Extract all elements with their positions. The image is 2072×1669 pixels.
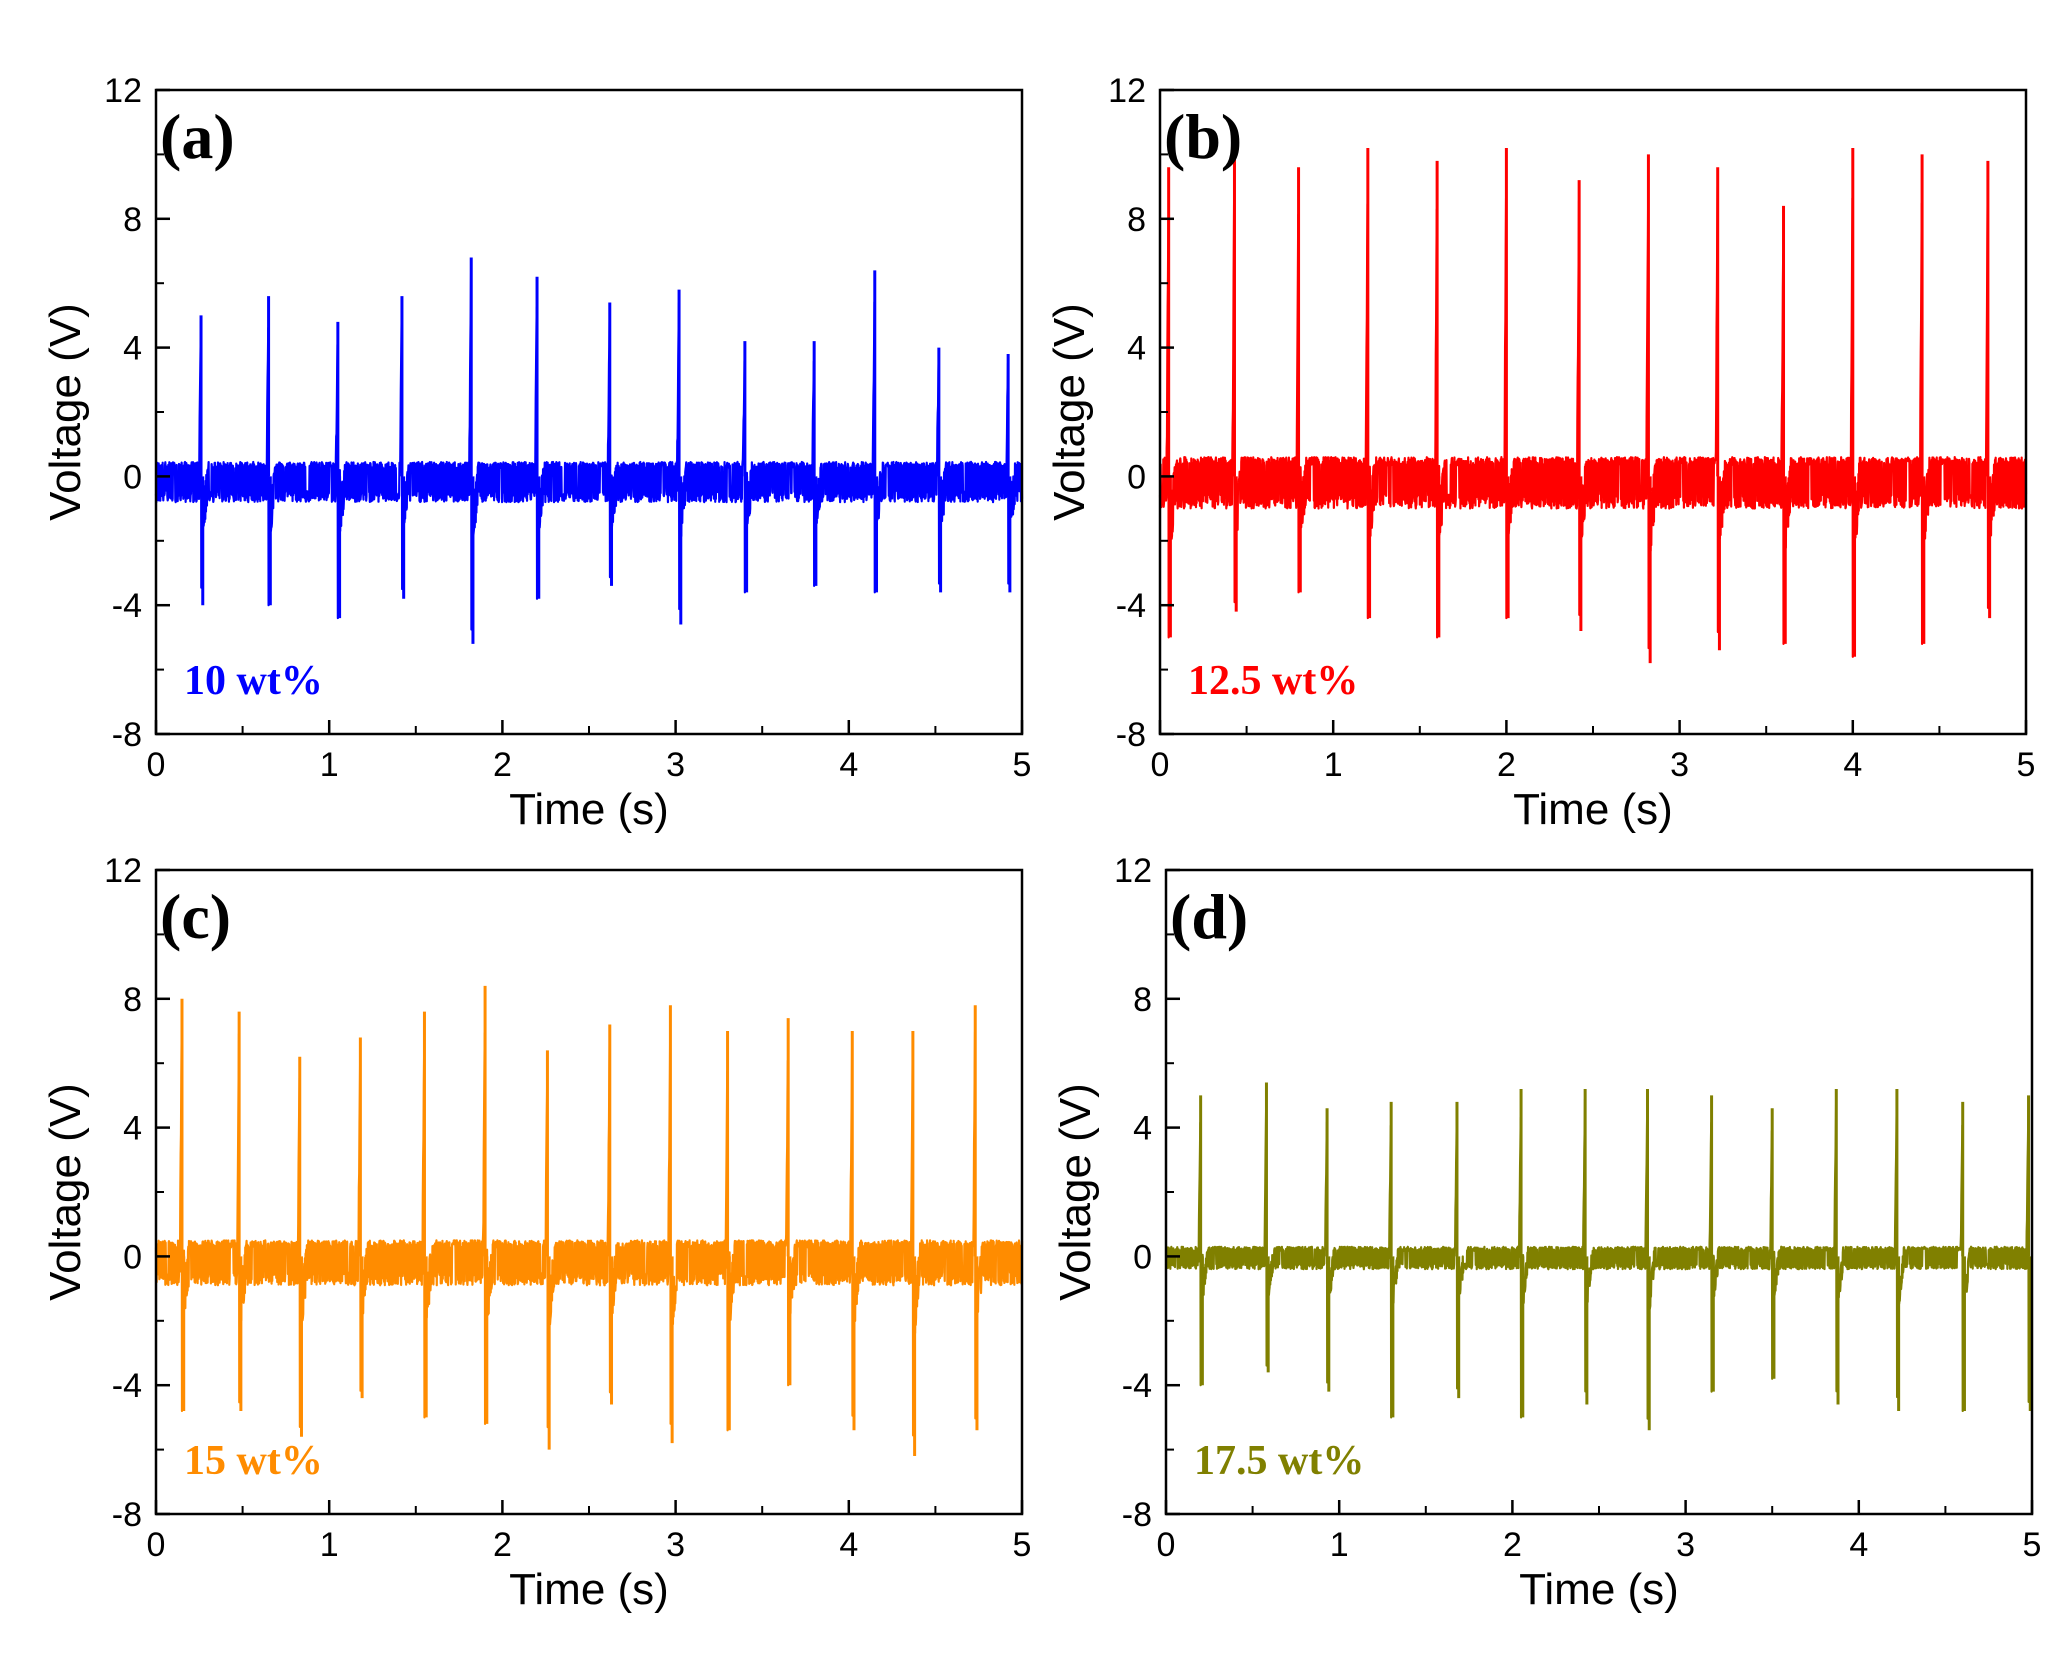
y-tick-label: -4 [1122, 1367, 1152, 1405]
y-tick-label: 0 [123, 1238, 142, 1276]
x-tick-label: 0 [147, 1526, 166, 1564]
x-tick-label: 2 [493, 1526, 512, 1564]
x-tick-label: 1 [1324, 746, 1343, 784]
y-tick-label: 4 [123, 330, 142, 368]
x-tick-label: 3 [1670, 746, 1689, 784]
x-tick-label: 5 [1013, 1526, 1032, 1564]
x-tick-label: 5 [2017, 746, 2036, 784]
panel-label: (b) [1164, 101, 1242, 172]
y-tick-label: -8 [112, 716, 142, 754]
y-tick-label: 12 [104, 72, 142, 110]
x-tick-label: 0 [1157, 1526, 1176, 1564]
x-tick-label: 5 [2023, 1526, 2042, 1564]
y-tick-label: -8 [1116, 716, 1146, 754]
y-axis-title: Voltage (V) [1045, 303, 1094, 521]
x-axis-title: Time (s) [509, 785, 669, 834]
series-line [1164, 1098, 2033, 1420]
series-label: 10 wt% [184, 658, 323, 704]
y-tick-label: -4 [112, 587, 142, 625]
x-axis-title: Time (s) [1519, 1565, 1679, 1614]
y-tick-label: 4 [123, 1110, 142, 1148]
x-tick-label: 2 [1497, 746, 1516, 784]
x-tick-label: 0 [1151, 746, 1170, 784]
x-tick-label: 4 [1843, 746, 1862, 784]
x-tick-label: 1 [320, 746, 339, 784]
x-axis-title: Time (s) [1513, 785, 1673, 834]
x-tick-label: 3 [666, 1526, 685, 1564]
y-axis-title: Voltage (V) [41, 1083, 90, 1301]
y-tick-label: -8 [112, 1496, 142, 1534]
x-tick-label: 4 [839, 746, 858, 784]
y-tick-label: 8 [123, 201, 142, 239]
x-tick-label: 4 [1849, 1526, 1868, 1564]
y-tick-label: 4 [1127, 330, 1146, 368]
y-tick-label: 0 [123, 458, 142, 496]
y-tick-label: -4 [1116, 587, 1146, 625]
y-tick-label: 0 [1127, 458, 1146, 496]
series-line [1158, 175, 2028, 658]
x-tick-label: 5 [1013, 746, 1032, 784]
y-tick-label: 0 [1133, 1238, 1152, 1276]
panel-label: (d) [1170, 881, 1248, 952]
y-tick-label: -8 [1122, 1496, 1152, 1534]
y-tick-label: 12 [104, 852, 142, 890]
y-tick-label: 4 [1133, 1110, 1152, 1148]
y-tick-label: -4 [112, 1367, 142, 1405]
x-tick-label: 2 [1503, 1526, 1522, 1564]
y-tick-label: 8 [1127, 201, 1146, 239]
y-axis-title: Voltage (V) [41, 303, 90, 521]
x-tick-label: 4 [839, 1526, 858, 1564]
y-axis-title: Voltage (V) [1051, 1083, 1100, 1301]
x-tick-label: 1 [320, 1526, 339, 1564]
x-tick-label: 3 [1676, 1526, 1695, 1564]
series-label: 17.5 wt% [1194, 1438, 1364, 1484]
panel-label: (c) [160, 881, 231, 952]
y-tick-label: 8 [1133, 981, 1152, 1019]
panel-label: (a) [160, 101, 235, 172]
x-tick-label: 0 [147, 746, 166, 784]
x-axis-title: Time (s) [509, 1565, 669, 1614]
series-label: 12.5 wt% [1188, 658, 1358, 704]
x-tick-label: 3 [666, 746, 685, 784]
x-tick-label: 2 [493, 746, 512, 784]
y-tick-label: 8 [123, 981, 142, 1019]
series-label: 15 wt% [184, 1438, 323, 1484]
y-tick-label: 12 [1114, 852, 1152, 890]
x-tick-label: 1 [1330, 1526, 1349, 1564]
y-tick-label: 12 [1108, 72, 1146, 110]
